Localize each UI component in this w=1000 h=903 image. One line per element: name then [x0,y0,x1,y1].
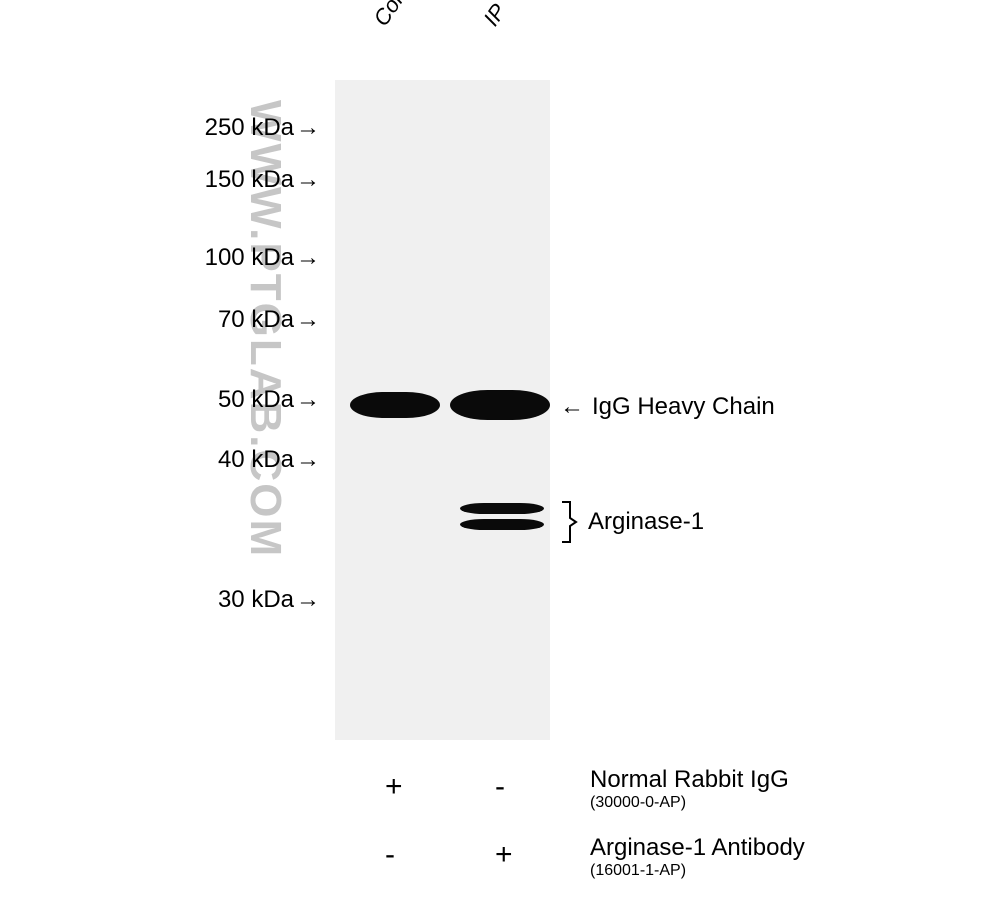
reagent-name: Arginase-1 Antibody [590,834,805,861]
lane-header-ip: IP [478,0,511,31]
arrow-right-icon: → [296,586,320,614]
mw-marker: 100 kDa→ [205,244,320,272]
mw-marker: 70 kDa→ [218,306,320,334]
western-blot-figure: WWW.PTGLAB.COM Control IgG IP 250 kDa→15… [0,0,1000,903]
mw-marker: 50 kDa→ [218,386,320,414]
mw-marker: 30 kDa→ [218,586,320,614]
band-igg-heavy-control [350,392,440,418]
mw-value: 40 kDa [218,446,294,473]
mw-marker: 150 kDa→ [205,166,320,194]
band-igg-heavy-ip [450,390,550,420]
arrow-right-icon: → [296,166,320,194]
arrow-right-icon: → [296,446,320,474]
reagent-name: Normal Rabbit IgG [590,766,789,793]
annotation-igg-heavy-label: IgG Heavy Chain [592,393,775,421]
mw-marker: 40 kDa→ [218,446,320,474]
reagent-mark-ip: - [495,770,505,804]
mw-marker: 250 kDa→ [205,114,320,142]
arrow-right-icon: → [296,244,320,272]
annotation-arginase-label: Arginase-1 [588,508,704,536]
mw-value: 150 kDa [205,166,294,193]
band-arginase-lower [460,519,544,530]
reagent-catalog: (16001-1-AP) [590,862,805,880]
reagent-label: Arginase-1 Antibody(16001-1-AP) [590,834,805,880]
reagent-catalog: (30000-0-AP) [590,794,789,812]
mw-value: 70 kDa [218,306,294,333]
mw-value: 100 kDa [205,244,294,271]
mw-value: 250 kDa [205,114,294,141]
reagent-label: Normal Rabbit IgG(30000-0-AP) [590,766,789,812]
reagent-mark-ip: + [495,838,513,872]
reagent-mark-control: - [385,838,395,872]
bracket-icon [560,500,580,544]
arrow-right-icon: → [296,114,320,142]
arrow-left-icon: ← [560,393,584,421]
mw-value: 50 kDa [218,386,294,413]
arrow-right-icon: → [296,386,320,414]
arrow-right-icon: → [296,306,320,334]
annotation-igg-heavy: ← IgG Heavy Chain [560,393,775,421]
annotation-arginase: Arginase-1 [560,500,704,544]
lane-header-control: Control IgG [368,0,452,31]
band-arginase-upper [460,503,544,514]
mw-value: 30 kDa [218,586,294,613]
reagent-mark-control: + [385,770,403,804]
